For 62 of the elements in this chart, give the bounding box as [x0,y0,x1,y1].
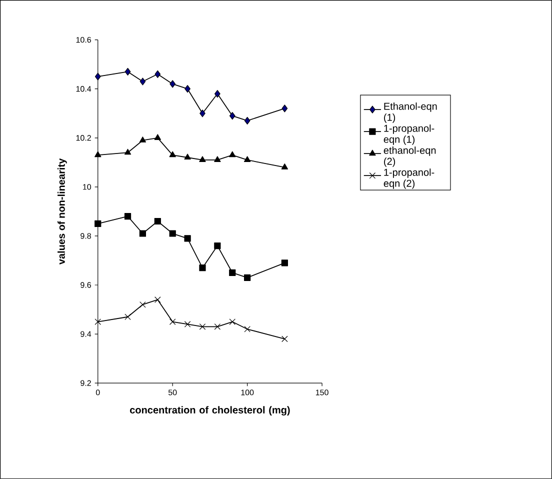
point [229,318,236,325]
point [154,296,161,303]
point [139,230,146,237]
point [199,156,206,162]
x-tick-label: 0 [96,390,100,396]
point [184,235,191,242]
x-tick-label: 150 [316,390,328,396]
y-tick-label: 9.8 [80,233,91,239]
point [184,85,190,93]
x-axis-title: concentration of cholesterol (mg) [130,406,290,416]
legend-label: Ethanol-eqn (1) [384,102,437,123]
y-tick-label: 10.4 [76,86,92,92]
point [124,314,131,320]
point [184,154,191,160]
point [281,164,288,170]
point [124,148,132,155]
point [214,156,221,162]
point [124,213,132,220]
point [94,318,102,325]
y-tick-label: 9.6 [80,282,91,288]
point [214,242,221,250]
y-tick-label: 10 [83,184,92,190]
point [169,151,176,158]
point [200,110,206,118]
point [169,318,176,325]
legend-label: ethanol-eqn (2) [384,146,436,167]
y-tick-label: 9.4 [80,331,92,337]
point [282,336,288,342]
point [154,218,161,225]
point [244,156,251,162]
point [214,90,220,98]
x-tick-label: 50 [168,390,177,396]
point [170,80,176,88]
point [139,136,146,142]
point [140,78,146,86]
point [199,264,206,272]
legend-label: 1-propanol-eqn (2) [384,168,434,189]
point [281,260,288,266]
y-tick-label: 9.2 [80,380,91,386]
point [244,326,250,332]
y-tick-label: 10.6 [76,37,91,43]
point [124,68,131,76]
y-axis-title: values of non-linearity [58,158,67,265]
point [94,72,101,80]
point [229,269,236,276]
point [229,151,236,158]
point [140,302,146,308]
x-tick-label: 100 [241,390,254,396]
legend-label: 1-propanol-eqn (1) [384,124,434,145]
point [154,70,161,78]
point [94,220,102,228]
point [214,324,221,330]
point [169,230,176,237]
point [154,134,161,140]
point [199,324,206,330]
point [94,151,102,158]
point [244,116,250,125]
point [184,321,191,328]
y-tick-label: 10.2 [76,135,91,141]
point [229,112,236,120]
point [244,274,251,281]
point [282,104,288,112]
